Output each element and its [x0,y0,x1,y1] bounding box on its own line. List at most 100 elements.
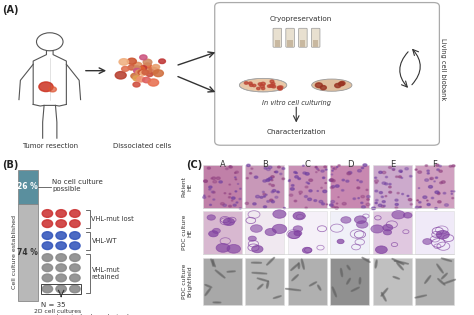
Text: Characterization: Characterization [266,129,326,135]
Circle shape [305,173,309,175]
Ellipse shape [301,259,304,269]
Circle shape [361,196,365,198]
Circle shape [427,200,428,201]
Circle shape [226,168,228,169]
Circle shape [273,190,276,192]
Circle shape [291,188,294,190]
Circle shape [341,217,351,223]
Ellipse shape [291,264,299,271]
Circle shape [133,62,142,68]
Circle shape [204,180,207,182]
Circle shape [248,82,252,84]
Circle shape [379,171,382,174]
Circle shape [304,196,308,198]
Circle shape [247,164,250,166]
Circle shape [319,200,323,203]
Circle shape [418,171,421,173]
Ellipse shape [239,78,287,92]
Bar [415,211,455,254]
Circle shape [395,176,398,177]
Ellipse shape [437,264,443,273]
Circle shape [115,72,126,79]
Circle shape [309,190,312,192]
Circle shape [70,285,80,293]
Circle shape [315,167,317,168]
Bar [275,40,280,47]
Circle shape [277,166,280,168]
Circle shape [324,166,327,168]
Circle shape [229,193,231,194]
Circle shape [282,168,285,169]
Bar [203,165,242,209]
Circle shape [260,196,263,198]
Circle shape [395,199,398,201]
Text: 2D cell cultures
comprehensively characterized: 2D cell cultures comprehensively charact… [34,308,129,315]
Circle shape [268,166,272,169]
Circle shape [309,179,313,181]
Circle shape [70,220,80,227]
Bar [203,258,242,305]
Circle shape [423,238,432,244]
Ellipse shape [362,257,370,262]
Circle shape [318,170,319,171]
Circle shape [143,77,151,83]
Circle shape [417,200,419,201]
Circle shape [294,171,296,173]
Circle shape [249,84,253,86]
Circle shape [212,177,216,180]
Ellipse shape [425,276,431,283]
Circle shape [395,207,398,209]
Circle shape [438,201,441,203]
Circle shape [443,192,446,194]
Bar [373,165,412,209]
Ellipse shape [415,295,427,298]
Text: B: B [262,160,268,169]
Circle shape [382,182,386,184]
Circle shape [294,200,297,202]
Circle shape [264,206,266,208]
Circle shape [367,199,369,200]
Circle shape [375,182,377,184]
Circle shape [439,182,442,184]
Circle shape [152,65,160,70]
FancyBboxPatch shape [299,28,307,47]
Text: PDC culture
Brightfield: PDC culture Brightfield [182,263,192,299]
Circle shape [137,77,145,82]
Circle shape [415,206,419,209]
Circle shape [308,198,311,201]
Circle shape [353,198,356,199]
Circle shape [42,254,53,261]
Circle shape [316,172,317,173]
Circle shape [445,204,448,206]
Circle shape [267,200,270,202]
Circle shape [348,171,352,174]
FancyBboxPatch shape [273,28,282,47]
Circle shape [56,232,66,239]
Circle shape [372,207,375,209]
Circle shape [134,68,140,73]
Circle shape [374,177,377,178]
Circle shape [255,195,260,198]
Circle shape [235,172,236,173]
Circle shape [211,191,214,193]
Circle shape [382,171,386,174]
Circle shape [425,179,428,181]
Circle shape [292,185,294,186]
Ellipse shape [340,268,343,277]
Bar [288,165,327,209]
Circle shape [371,225,383,233]
Circle shape [347,172,351,175]
Circle shape [70,274,80,282]
Circle shape [298,178,301,180]
Text: C: C [304,160,310,169]
Circle shape [323,190,327,193]
Circle shape [403,213,412,218]
Circle shape [375,246,387,254]
Circle shape [399,170,402,172]
Circle shape [255,176,258,178]
Ellipse shape [251,262,262,263]
Circle shape [325,183,327,184]
Circle shape [42,220,53,227]
Circle shape [383,230,392,235]
Circle shape [389,191,392,193]
